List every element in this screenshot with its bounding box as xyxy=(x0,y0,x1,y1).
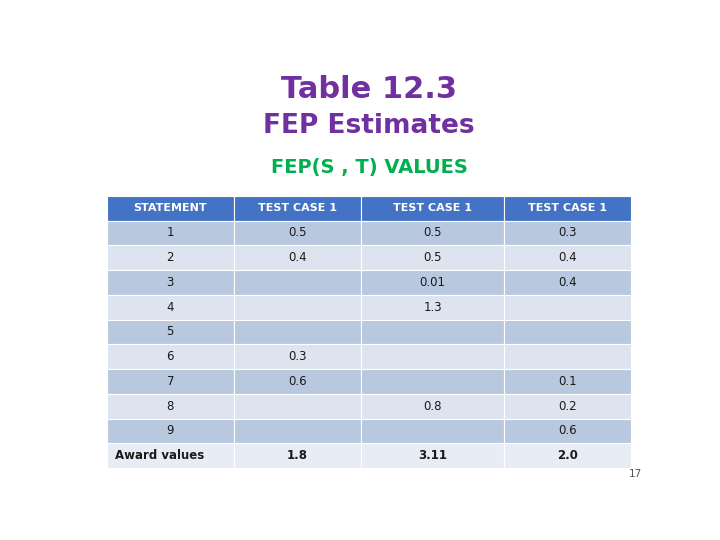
FancyBboxPatch shape xyxy=(361,320,504,345)
FancyBboxPatch shape xyxy=(504,196,631,220)
Text: 0.5: 0.5 xyxy=(423,251,442,264)
FancyBboxPatch shape xyxy=(234,295,361,320)
Text: 17: 17 xyxy=(629,469,642,478)
FancyBboxPatch shape xyxy=(361,345,504,369)
FancyBboxPatch shape xyxy=(234,196,361,220)
Text: 0.01: 0.01 xyxy=(420,276,446,289)
Text: TEST CASE 1: TEST CASE 1 xyxy=(393,203,472,213)
FancyBboxPatch shape xyxy=(107,418,234,443)
Text: 0.3: 0.3 xyxy=(559,226,577,239)
FancyBboxPatch shape xyxy=(504,270,631,295)
FancyBboxPatch shape xyxy=(361,245,504,270)
FancyBboxPatch shape xyxy=(504,345,631,369)
FancyBboxPatch shape xyxy=(107,369,234,394)
FancyBboxPatch shape xyxy=(107,220,234,245)
FancyBboxPatch shape xyxy=(234,394,361,418)
Text: 3: 3 xyxy=(166,276,174,289)
FancyBboxPatch shape xyxy=(504,295,631,320)
Text: 0.6: 0.6 xyxy=(288,375,307,388)
FancyBboxPatch shape xyxy=(234,270,361,295)
FancyBboxPatch shape xyxy=(504,418,631,443)
Text: 0.6: 0.6 xyxy=(559,424,577,437)
FancyBboxPatch shape xyxy=(504,369,631,394)
FancyBboxPatch shape xyxy=(504,443,631,468)
FancyBboxPatch shape xyxy=(234,418,361,443)
Text: 5: 5 xyxy=(166,326,174,339)
Text: 0.5: 0.5 xyxy=(288,226,307,239)
FancyBboxPatch shape xyxy=(234,369,361,394)
Text: 9: 9 xyxy=(166,424,174,437)
FancyBboxPatch shape xyxy=(361,270,504,295)
FancyBboxPatch shape xyxy=(107,320,234,345)
FancyBboxPatch shape xyxy=(361,443,504,468)
Text: 0.1: 0.1 xyxy=(559,375,577,388)
Text: 6: 6 xyxy=(166,350,174,363)
FancyBboxPatch shape xyxy=(361,369,504,394)
FancyBboxPatch shape xyxy=(234,320,361,345)
Text: FEP(S , T) VALUES: FEP(S , T) VALUES xyxy=(271,158,467,177)
FancyBboxPatch shape xyxy=(504,320,631,345)
Text: 0.3: 0.3 xyxy=(288,350,307,363)
FancyBboxPatch shape xyxy=(107,394,234,418)
FancyBboxPatch shape xyxy=(361,220,504,245)
Text: 7: 7 xyxy=(166,375,174,388)
FancyBboxPatch shape xyxy=(504,245,631,270)
FancyBboxPatch shape xyxy=(234,245,361,270)
FancyBboxPatch shape xyxy=(504,220,631,245)
FancyBboxPatch shape xyxy=(107,443,234,468)
Text: 0.4: 0.4 xyxy=(288,251,307,264)
Text: 2.0: 2.0 xyxy=(557,449,578,462)
Text: 1.3: 1.3 xyxy=(423,301,442,314)
Text: 2: 2 xyxy=(166,251,174,264)
Text: TEST CASE 1: TEST CASE 1 xyxy=(528,203,607,213)
FancyBboxPatch shape xyxy=(361,418,504,443)
FancyBboxPatch shape xyxy=(234,345,361,369)
Text: 0.2: 0.2 xyxy=(559,400,577,413)
Text: 0.4: 0.4 xyxy=(559,276,577,289)
FancyBboxPatch shape xyxy=(107,295,234,320)
Text: Award values: Award values xyxy=(115,449,204,462)
FancyBboxPatch shape xyxy=(107,245,234,270)
Text: 1: 1 xyxy=(166,226,174,239)
FancyBboxPatch shape xyxy=(107,270,234,295)
FancyBboxPatch shape xyxy=(361,295,504,320)
Text: Table 12.3: Table 12.3 xyxy=(281,75,457,104)
FancyBboxPatch shape xyxy=(107,196,234,220)
FancyBboxPatch shape xyxy=(504,394,631,418)
Text: 1.8: 1.8 xyxy=(287,449,308,462)
Text: 0.5: 0.5 xyxy=(423,226,442,239)
Text: TEST CASE 1: TEST CASE 1 xyxy=(258,203,337,213)
Text: 3.11: 3.11 xyxy=(418,449,447,462)
Text: 4: 4 xyxy=(166,301,174,314)
FancyBboxPatch shape xyxy=(234,220,361,245)
FancyBboxPatch shape xyxy=(107,345,234,369)
Text: 0.8: 0.8 xyxy=(423,400,442,413)
Text: 8: 8 xyxy=(166,400,174,413)
FancyBboxPatch shape xyxy=(361,394,504,418)
FancyBboxPatch shape xyxy=(234,443,361,468)
Text: FEP Estimates: FEP Estimates xyxy=(264,113,474,139)
Text: 0.4: 0.4 xyxy=(559,251,577,264)
Text: STATEMENT: STATEMENT xyxy=(133,203,207,213)
FancyBboxPatch shape xyxy=(361,196,504,220)
